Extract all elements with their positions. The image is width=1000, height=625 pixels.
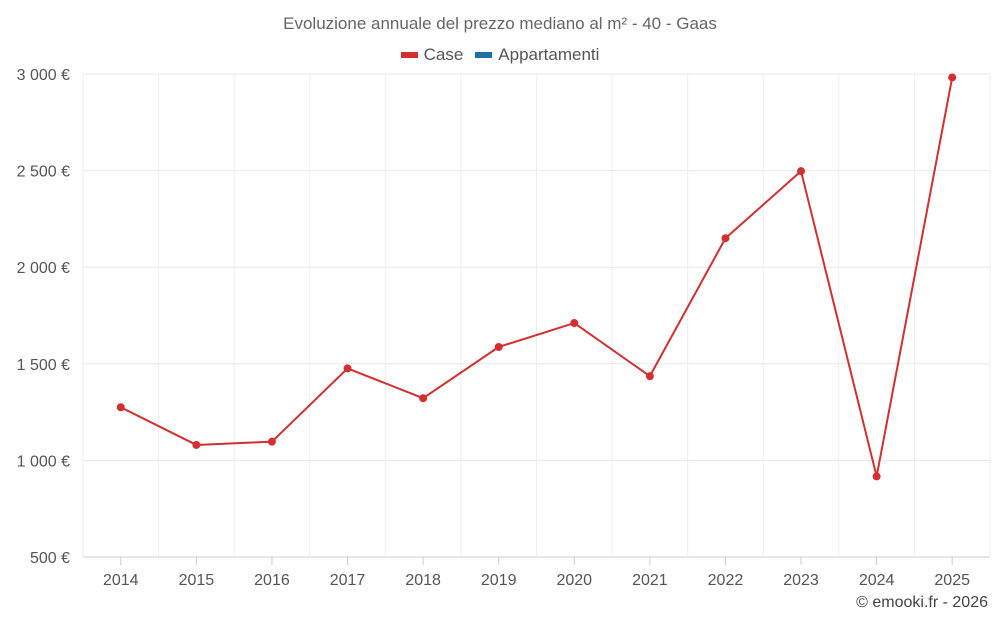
x-tick-label: 2018 (405, 572, 441, 589)
legend-swatch-appartamenti (475, 52, 493, 58)
data-point (494, 342, 503, 351)
x-tick-label: 2019 (481, 572, 517, 589)
data-point (192, 440, 201, 449)
legend: Case Appartamenti (0, 45, 1000, 65)
legend-swatch-case (400, 52, 418, 58)
legend-label-appartamenti: Appartamenti (498, 45, 600, 64)
credit-text: © emooki.fr - 2026 (856, 594, 988, 611)
y-tick-label: 2 500 € (17, 164, 70, 181)
data-point (872, 472, 881, 481)
data-point (116, 403, 125, 412)
y-tick-label: 500 € (30, 550, 70, 567)
x-tick-label: 2025 (934, 572, 970, 589)
legend-item-appartamenti[interactable]: Appartamenti (475, 45, 599, 65)
data-point (797, 167, 806, 176)
data-point (419, 394, 428, 403)
y-tick-label: 1 500 € (17, 357, 70, 374)
x-tick-label: 2022 (708, 572, 744, 589)
data-point (343, 364, 352, 373)
data-point (570, 319, 579, 328)
legend-label-case: Case (423, 45, 464, 64)
y-tick-label: 3 000 € (17, 67, 70, 84)
legend-item-case[interactable]: Case (400, 45, 464, 65)
data-point (721, 234, 730, 243)
x-tick-label: 2016 (254, 572, 290, 589)
x-tick-label: 2024 (859, 572, 895, 589)
x-tick-label: 2023 (783, 572, 819, 589)
y-tick-label: 2 000 € (17, 260, 70, 277)
x-tick-label: 2014 (103, 572, 139, 589)
data-point (948, 73, 957, 82)
data-point (267, 437, 276, 446)
x-tick-label: 2017 (330, 572, 366, 589)
x-tick-label: 2020 (556, 572, 592, 589)
data-point (645, 372, 654, 381)
chart-title: Evoluzione annuale del prezzo mediano al… (283, 14, 717, 33)
y-tick-label: 1 000 € (17, 453, 70, 470)
x-tick-label: 2021 (632, 572, 668, 589)
series-line-case (120, 77, 954, 478)
x-tick-label: 2015 (179, 572, 215, 589)
